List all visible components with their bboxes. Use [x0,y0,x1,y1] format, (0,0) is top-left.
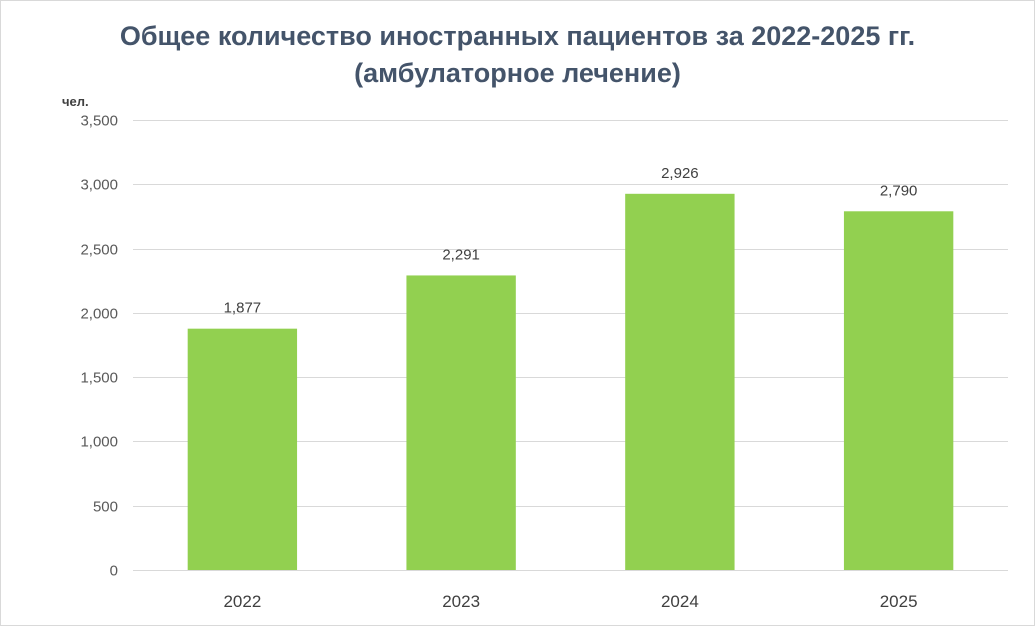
bar-2025 [843,211,954,571]
data-labels: 1,877 2,291 2,926 2,790 [224,165,918,317]
y-tick-label: 3,000 [80,177,118,194]
bar-2022 [187,328,298,570]
chart-title: Общее количество иностранных пациентов з… [119,21,916,51]
chart-subtitle: (амбулаторное лечение) [354,58,681,88]
y-tick-label: 2,000 [80,306,118,323]
data-label-2024: 2,926 [661,165,699,182]
y-tick-label: 500 [93,499,118,516]
y-tick-label: 1,000 [80,434,118,451]
data-label-2025: 2,790 [880,182,918,199]
category-label-2022: 2022 [223,592,261,611]
y-tick-label: 3,500 [80,113,118,130]
y-tick-label: 1,500 [80,370,118,387]
data-label-2023: 2,291 [442,246,480,263]
category-label-2023: 2023 [442,592,480,611]
bars [187,193,954,571]
bar-2023 [406,275,516,570]
x-axis-categories: 2022 2023 2024 2025 [223,592,917,611]
y-tick-label: 2,500 [80,242,118,259]
data-label-2022: 1,877 [224,300,262,317]
y-axis-unit-label: чел. [62,94,89,109]
bar-2024 [625,193,735,571]
y-tick-label: 0 [110,563,118,580]
chart-title-block: Общее количество иностранных пациентов з… [0,18,1035,92]
y-axis-ticks: 0 500 1,000 1,500 2,000 2,500 3,000 3,500 [80,113,118,580]
category-label-2024: 2024 [661,592,699,611]
category-label-2025: 2025 [880,592,918,611]
